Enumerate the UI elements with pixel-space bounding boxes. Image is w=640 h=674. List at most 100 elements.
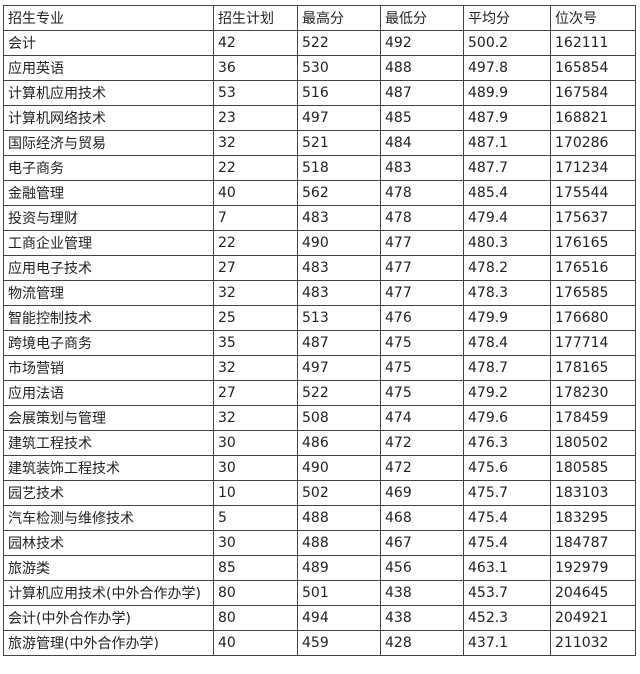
cell-major: 汽车检测与维修技术 <box>3 505 214 531</box>
table-row: 计算机应用技术 53 516 487 489.9 167584 <box>3 80 636 106</box>
cell-min-score: 475 <box>380 380 464 406</box>
cell-rank: 178230 <box>550 380 636 406</box>
cell-major: 园艺技术 <box>3 480 214 506</box>
cell-avg-score: 463.1 <box>463 555 551 581</box>
cell-plan: 32 <box>213 355 298 381</box>
cell-rank: 165854 <box>550 55 636 81</box>
cell-plan: 30 <box>213 455 298 481</box>
table-row: 应用法语 27 522 475 479.2 178230 <box>3 380 636 406</box>
cell-max-score: 489 <box>297 555 381 581</box>
table-row: 旅游管理(中外合作办学) 40 459 428 437.1 211032 <box>3 630 636 656</box>
cell-major: 计算机应用技术 <box>3 80 214 106</box>
cell-rank: 211032 <box>550 630 636 656</box>
cell-max-score: 522 <box>297 30 381 56</box>
cell-max-score: 483 <box>297 280 381 306</box>
header-major: 招生专业 <box>3 5 214 31</box>
cell-plan: 53 <box>213 80 298 106</box>
table-row: 园林技术 30 488 467 475.4 184787 <box>3 530 636 556</box>
cell-min-score: 485 <box>380 105 464 131</box>
cell-rank: 167584 <box>550 80 636 106</box>
cell-avg-score: 453.7 <box>463 580 551 606</box>
cell-major: 金融管理 <box>3 180 214 206</box>
cell-rank: 176516 <box>550 255 636 281</box>
cell-major: 应用英语 <box>3 55 214 81</box>
cell-plan: 36 <box>213 55 298 81</box>
cell-rank: 177714 <box>550 330 636 356</box>
cell-max-score: 490 <box>297 455 381 481</box>
cell-min-score: 477 <box>380 255 464 281</box>
cell-avg-score: 485.4 <box>463 180 551 206</box>
cell-major: 跨境电子商务 <box>3 330 214 356</box>
cell-rank: 178165 <box>550 355 636 381</box>
cell-major: 园林技术 <box>3 530 214 556</box>
cell-max-score: 459 <box>297 630 381 656</box>
cell-max-score: 494 <box>297 605 381 631</box>
cell-major: 旅游管理(中外合作办学) <box>3 630 214 656</box>
cell-plan: 10 <box>213 480 298 506</box>
table-row: 汽车检测与维修技术 5 488 468 475.4 183295 <box>3 505 636 531</box>
table-row: 建筑工程技术 30 486 472 476.3 180502 <box>3 430 636 456</box>
cell-major: 物流管理 <box>3 280 214 306</box>
cell-min-score: 483 <box>380 155 464 181</box>
cell-avg-score: 475.6 <box>463 455 551 481</box>
cell-min-score: 438 <box>380 605 464 631</box>
cell-plan: 32 <box>213 130 298 156</box>
cell-avg-score: 500.2 <box>463 30 551 56</box>
cell-max-score: 530 <box>297 55 381 81</box>
cell-avg-score: 487.1 <box>463 130 551 156</box>
table-row: 园艺技术 10 502 469 475.7 183103 <box>3 480 636 506</box>
table-row: 计算机网络技术 23 497 485 487.9 168821 <box>3 105 636 131</box>
cell-min-score: 478 <box>380 180 464 206</box>
cell-rank: 170286 <box>550 130 636 156</box>
cell-plan: 25 <box>213 305 298 331</box>
cell-major: 投资与理财 <box>3 205 214 231</box>
cell-major: 旅游类 <box>3 555 214 581</box>
cell-plan: 5 <box>213 505 298 531</box>
cell-min-score: 476 <box>380 305 464 331</box>
header-min-score: 最低分 <box>380 5 464 31</box>
cell-major: 市场营销 <box>3 355 214 381</box>
cell-rank: 176585 <box>550 280 636 306</box>
cell-plan: 80 <box>213 580 298 606</box>
cell-avg-score: 475.4 <box>463 505 551 531</box>
cell-plan: 42 <box>213 30 298 56</box>
table-row: 电子商务 22 518 483 487.7 171234 <box>3 155 636 181</box>
cell-avg-score: 478.7 <box>463 355 551 381</box>
cell-rank: 175544 <box>550 180 636 206</box>
table-row: 投资与理财 7 483 478 479.4 175637 <box>3 205 636 231</box>
cell-avg-score: 479.2 <box>463 380 551 406</box>
cell-plan: 27 <box>213 380 298 406</box>
cell-rank: 168821 <box>550 105 636 131</box>
cell-major: 智能控制技术 <box>3 305 214 331</box>
cell-avg-score: 480.3 <box>463 230 551 256</box>
cell-major: 建筑工程技术 <box>3 430 214 456</box>
cell-plan: 40 <box>213 180 298 206</box>
table-row: 国际经济与贸易 32 521 484 487.1 170286 <box>3 130 636 156</box>
cell-avg-score: 478.3 <box>463 280 551 306</box>
cell-max-score: 501 <box>297 580 381 606</box>
cell-avg-score: 452.3 <box>463 605 551 631</box>
table-row: 会计 42 522 492 500.2 162111 <box>3 30 636 56</box>
header-plan: 招生计划 <box>213 5 298 31</box>
header-rank: 位次号 <box>550 5 636 31</box>
table-row: 智能控制技术 25 513 476 479.9 176680 <box>3 305 636 331</box>
cell-major: 计算机应用技术(中外合作办学) <box>3 580 214 606</box>
table-row: 应用英语 36 530 488 497.8 165854 <box>3 55 636 81</box>
table-row: 会计(中外合作办学) 80 494 438 452.3 204921 <box>3 605 636 631</box>
cell-avg-score: 489.9 <box>463 80 551 106</box>
cell-min-score: 484 <box>380 130 464 156</box>
header-avg-score: 平均分 <box>463 5 551 31</box>
cell-max-score: 487 <box>297 330 381 356</box>
cell-major: 计算机网络技术 <box>3 105 214 131</box>
cell-rank: 183295 <box>550 505 636 531</box>
cell-min-score: 492 <box>380 30 464 56</box>
cell-min-score: 467 <box>380 530 464 556</box>
cell-plan: 80 <box>213 605 298 631</box>
cell-max-score: 486 <box>297 430 381 456</box>
admission-scores-table: 招生专业 招生计划 最高分 最低分 平均分 位次号 会计 42 522 492 500.2 1621… <box>3 5 636 656</box>
table-row: 金融管理 40 562 478 485.4 175544 <box>3 180 636 206</box>
cell-min-score: 475 <box>380 330 464 356</box>
cell-max-score: 483 <box>297 255 381 281</box>
cell-min-score: 478 <box>380 205 464 231</box>
cell-major: 应用法语 <box>3 380 214 406</box>
